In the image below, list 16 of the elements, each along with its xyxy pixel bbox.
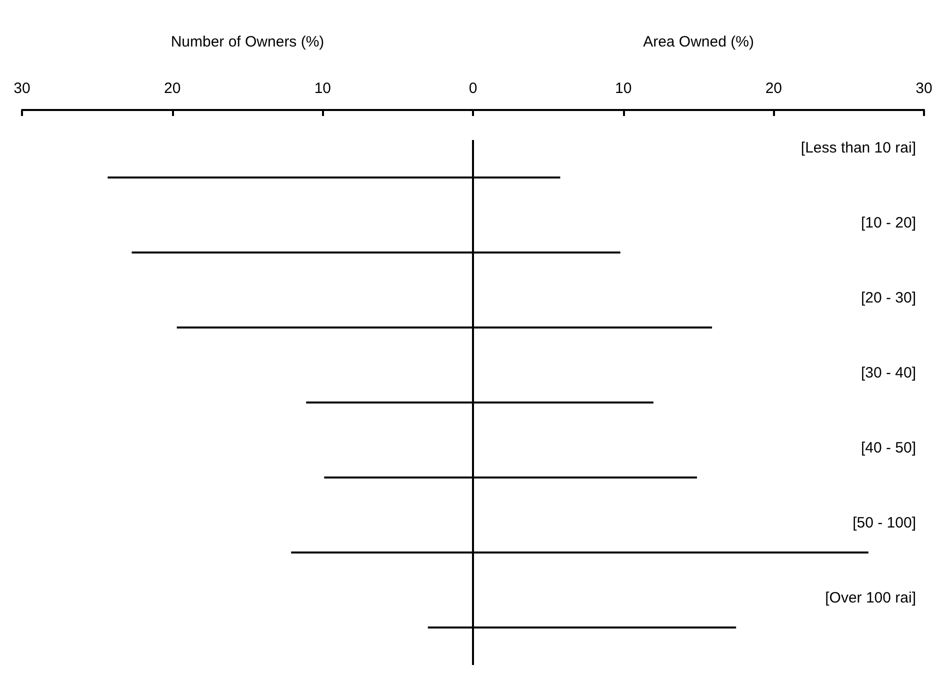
x-tick-label: 10 <box>314 80 332 97</box>
x-tick-label: 30 <box>14 80 30 97</box>
y-tick-label: [50 - 100] <box>852 514 916 532</box>
y-tick-label: [Over 100 rai] <box>825 590 916 606</box>
x-tick-label: 20 <box>164 80 181 97</box>
x-tick-label: 0 <box>468 80 478 97</box>
x-tick-label: 30 <box>916 80 932 97</box>
x-tick-label: 20 <box>765 80 782 97</box>
text: Number of Owners (%) <box>170 34 324 50</box>
y-tick-label: [20 - 30] <box>860 290 916 306</box>
y-tick-label: [Less than 10 rai] <box>800 140 916 156</box>
x-tick-label: 10 <box>614 80 632 97</box>
y-tick-label: [10 - 20] <box>860 214 916 232</box>
y-tick-label: [40 - 50] <box>860 440 916 456</box>
text: Area Owned (%) <box>643 34 754 50</box>
y-tick-label: [30 - 40] <box>860 364 916 382</box>
